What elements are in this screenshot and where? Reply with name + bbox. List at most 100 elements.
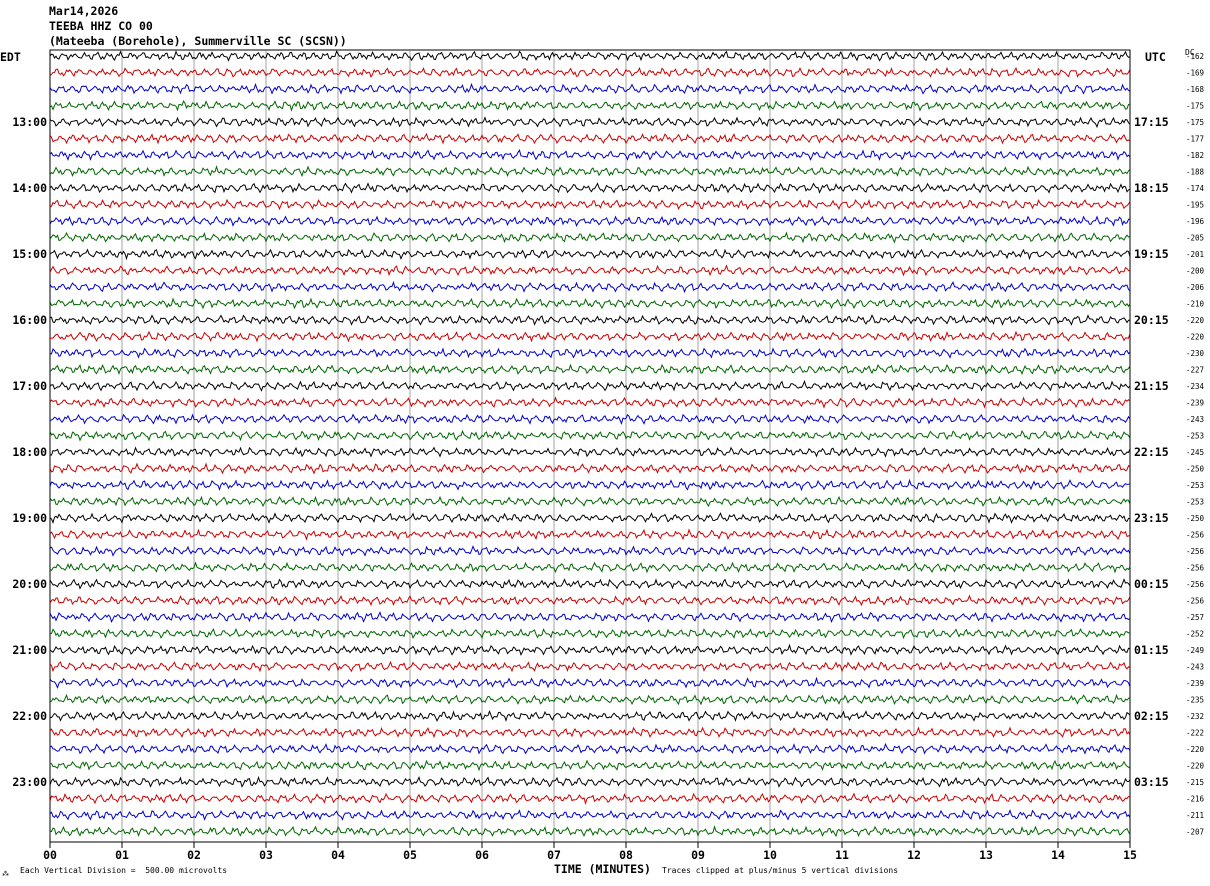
- dc-offset-header: DC: [1185, 48, 1195, 57]
- x-tick-label: 01: [115, 848, 129, 862]
- trace-line: [49, 149, 1131, 161]
- dc-offset-value: -249: [1186, 646, 1204, 655]
- right-hour-label: 19:15: [1134, 247, 1169, 261]
- dc-offset-value: -253: [1186, 481, 1204, 490]
- trace-line: [49, 314, 1131, 326]
- dc-offset-value: -253: [1186, 432, 1204, 441]
- dc-offset-value: -182: [1186, 151, 1204, 160]
- trace-line: [49, 512, 1131, 524]
- trace-line: [49, 446, 1131, 458]
- dc-offset-value: -257: [1186, 613, 1204, 622]
- left-hour-label: 18:00: [12, 445, 47, 459]
- x-tick-label: 11: [835, 848, 849, 862]
- trace-line: [49, 396, 1131, 409]
- right-hour-label: 18:15: [1134, 181, 1169, 195]
- dc-offset-value: -220: [1186, 762, 1205, 771]
- dc-offset-value: -235: [1186, 696, 1204, 705]
- x-tick-label: 12: [907, 848, 921, 862]
- dc-offset-value: -234: [1186, 382, 1205, 391]
- right-hour-label: 17:15: [1134, 115, 1169, 129]
- dc-offset-value: -256: [1186, 531, 1205, 540]
- left-hour-label: 22:00: [12, 709, 47, 723]
- dc-offset-value: -169: [1186, 69, 1204, 78]
- trace-line: [49, 363, 1131, 375]
- dc-offset-value: -175: [1186, 102, 1204, 111]
- x-tick-label: 09: [691, 848, 705, 862]
- dc-offset-value: -232: [1186, 712, 1204, 721]
- left-hour-label: 21:00: [12, 643, 47, 657]
- dc-offset-value: -168: [1186, 85, 1205, 94]
- trace-line: [49, 182, 1131, 194]
- x-tick-label: 13: [979, 848, 993, 862]
- right-hour-label: 02:15: [1134, 709, 1169, 723]
- dc-offset-value: -162: [1186, 52, 1204, 61]
- seismic-traces: [49, 50, 1131, 838]
- dc-offset-value: -256: [1186, 597, 1205, 606]
- trace-line: [49, 66, 1131, 78]
- dc-offset-value: -175: [1186, 118, 1204, 127]
- left-hour-label: 16:00: [12, 313, 47, 327]
- left-hour-label: 13:00: [12, 115, 47, 129]
- dc-offset-value: -243: [1186, 415, 1204, 424]
- x-axis-label: TIME (MINUTES): [554, 862, 651, 876]
- right-hour-label: 22:15: [1134, 445, 1169, 459]
- right-hour-label: 23:15: [1134, 511, 1169, 525]
- hour-labels: 13:00 14:00 15:00 16:00 17:00 18:00 19:00 20:00…: [12, 115, 1168, 789]
- dc-offset-value: -211: [1186, 811, 1204, 820]
- dc-offset-value: -177: [1186, 135, 1204, 144]
- trace-line: [49, 116, 1131, 129]
- trace-line: [49, 809, 1131, 821]
- minute-gridlines: [121, 50, 1059, 842]
- dc-offset-value: -188: [1186, 168, 1205, 177]
- left-timezone-label: EDT: [0, 50, 21, 64]
- dc-offset-value: -205: [1186, 234, 1204, 243]
- trace-line: [49, 643, 1131, 656]
- trace-line: [49, 578, 1131, 590]
- trace-line: [49, 132, 1131, 145]
- logo-mark: ⁂: [2, 870, 9, 878]
- trace-line: [49, 215, 1131, 228]
- trace-line: [49, 50, 1131, 62]
- x-tick-label: 02: [187, 848, 201, 862]
- dc-offset-value: -250: [1186, 514, 1205, 523]
- dc-offset-value: -239: [1186, 399, 1204, 408]
- left-hour-label: 20:00: [12, 577, 47, 591]
- dc-offset-value: -253: [1186, 498, 1204, 507]
- x-tick-label: 15: [1123, 848, 1137, 862]
- dc-offset-value: -174: [1186, 184, 1205, 193]
- x-tick-label: 03: [259, 848, 273, 862]
- right-hour-label: 21:15: [1134, 379, 1169, 393]
- trace-line: [49, 709, 1131, 722]
- x-tick-label: 14: [1051, 848, 1065, 862]
- station-location: (Mateeba (Borehole), Summerville SC (SCS…: [49, 34, 347, 48]
- dc-offset-value: -195: [1186, 201, 1204, 210]
- dc-offset-value: -216: [1186, 795, 1205, 804]
- x-tick-label: 07: [547, 848, 561, 862]
- right-hour-label: 20:15: [1134, 313, 1169, 327]
- trace-line: [49, 99, 1131, 112]
- dc-offset-value: -239: [1186, 679, 1204, 688]
- x-tick-label: 06: [475, 848, 489, 862]
- trace-line: [49, 280, 1131, 294]
- dc-offset-value: -220: [1186, 333, 1205, 342]
- left-hour-label: 14:00: [12, 181, 47, 195]
- trace-line: [49, 825, 1131, 838]
- trace-line: [49, 264, 1131, 277]
- dc-offset-value: -210: [1186, 300, 1205, 309]
- dc-offset-value: -250: [1186, 465, 1205, 474]
- trace-line: [49, 330, 1131, 343]
- dc-offset-value: -243: [1186, 663, 1204, 672]
- trace-line: [49, 594, 1131, 607]
- trace-line: [49, 759, 1131, 772]
- x-axis-ticks: 00 01 02 03 04 05 06 07 08 09 10 11 12 13 14 15: [43, 842, 1137, 862]
- trace-line: [49, 693, 1131, 706]
- dc-offset-value: -245: [1186, 448, 1204, 457]
- dc-offset-value: -215: [1186, 778, 1204, 787]
- left-hour-label: 23:00: [12, 775, 47, 789]
- left-hour-label: 15:00: [12, 247, 47, 261]
- dc-offset-value: -201: [1186, 250, 1204, 259]
- x-tick-label: 04: [331, 848, 345, 862]
- trace-line: [49, 495, 1131, 508]
- right-hour-label: 01:15: [1134, 643, 1169, 657]
- station-code: TEEBA HHZ CO 00: [49, 19, 153, 33]
